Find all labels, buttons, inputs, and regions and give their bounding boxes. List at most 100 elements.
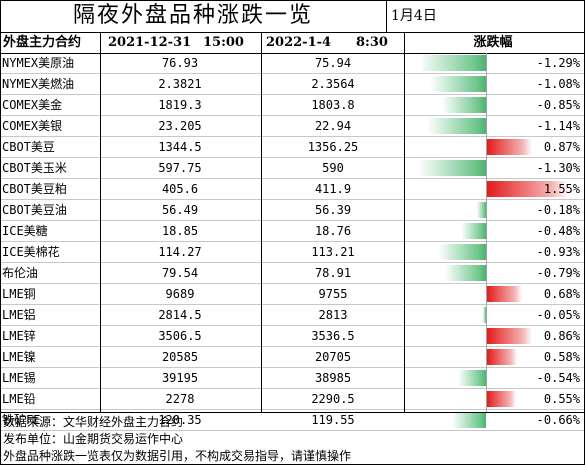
negative-change-bar xyxy=(418,160,486,176)
prev-price: 1344.5 xyxy=(158,140,202,154)
current-price: 1356.25 xyxy=(307,140,359,154)
change-percent: -0.05% xyxy=(536,308,580,322)
change-bar-cell xyxy=(404,158,582,178)
header-curr-date: 2022-1-4 xyxy=(266,35,332,50)
change-percent: 0.87% xyxy=(543,140,580,154)
current-price: 590 xyxy=(322,161,344,175)
current-price: 20705 xyxy=(314,350,352,364)
contract-name: LME锌 xyxy=(2,329,36,343)
prev-price: 597.75 xyxy=(158,161,202,175)
report-date: 1月4日 xyxy=(391,8,437,24)
prev-price: 18.85 xyxy=(161,224,199,238)
contract-name: LME锡 xyxy=(2,371,36,385)
negative-change-bar xyxy=(438,244,486,260)
negative-change-bar xyxy=(452,412,486,428)
header-change: 涨跌幅 xyxy=(473,35,513,50)
disclaimer-note: 外盘品种涨跌一览表仅为数据引用，不构成交易指导，请谨慎操作 xyxy=(3,449,352,463)
table-row: ICE美糖 18.85 18.76 -0.48% xyxy=(0,221,585,242)
positive-change-bar xyxy=(487,349,517,365)
current-price: 38985 xyxy=(314,371,352,385)
prev-price: 79.54 xyxy=(161,266,199,280)
current-price: 113.21 xyxy=(311,245,355,259)
current-price: 2290.5 xyxy=(311,392,355,406)
contract-name: CBOT美豆油 xyxy=(2,203,67,217)
change-percent: 0.68% xyxy=(543,287,580,301)
change-bar-cell xyxy=(404,284,582,304)
change-bar-cell xyxy=(404,389,582,409)
change-percent: -1.14% xyxy=(536,119,580,133)
change-bar-cell xyxy=(404,53,582,73)
table-row: 铁矿FE 120.35 119.55 -0.66% xyxy=(0,410,585,431)
header-prev-time: 15:00 xyxy=(203,35,244,50)
table-row: LME铅 2278 2290.5 0.55% xyxy=(0,389,585,410)
prev-price: 405.6 xyxy=(161,182,199,196)
change-percent: -0.66% xyxy=(536,413,580,427)
change-percent: 1.55% xyxy=(543,182,580,196)
positive-change-bar xyxy=(487,181,568,197)
prev-price: 3506.5 xyxy=(158,329,202,343)
negative-change-bar xyxy=(442,97,486,113)
current-price: 22.94 xyxy=(314,119,352,133)
change-percent: -1.30% xyxy=(536,161,580,175)
current-price: 411.9 xyxy=(314,182,352,196)
column-divider xyxy=(100,32,101,412)
contract-name: CBOT美豆粕 xyxy=(2,182,67,196)
prev-price: 2814.5 xyxy=(158,308,202,322)
table-row: CBOT美豆粕 405.6 411.9 1.55% xyxy=(0,179,585,200)
contract-name: LME镍 xyxy=(2,350,36,364)
positive-change-bar xyxy=(487,328,532,344)
current-price: 3536.5 xyxy=(311,329,355,343)
table-row: LME铜 9689 9755 0.68% xyxy=(0,284,585,305)
change-percent: 0.58% xyxy=(543,350,580,364)
prev-price: 2.3821 xyxy=(158,77,202,91)
prev-price: 114.27 xyxy=(158,245,202,259)
change-bar-cell xyxy=(404,263,582,283)
change-percent: -0.85% xyxy=(536,98,580,112)
table-title: 隔夜外盘品种涨跌一览 xyxy=(0,0,387,32)
prev-price: 23.205 xyxy=(158,119,202,133)
contract-name: LME铅 xyxy=(2,392,36,406)
contract-name: 铁矿FE xyxy=(2,413,41,427)
change-bar-cell xyxy=(404,95,582,115)
contract-name: ICE美糖 xyxy=(2,224,48,238)
current-price: 9755 xyxy=(318,287,348,301)
column-header-row: 外盘主力合约 2021-12-31 15:00 2022-1-4 8:30 涨跌… xyxy=(0,32,585,54)
table-row: ICE美棉花 114.27 113.21 -0.93% xyxy=(0,242,585,263)
current-price: 2.3564 xyxy=(311,77,355,91)
positive-change-bar xyxy=(487,286,522,302)
contract-name: 布伦油 xyxy=(2,266,39,280)
title-row: 隔夜外盘品种涨跌一览 1月4日 xyxy=(0,0,585,32)
column-divider xyxy=(404,32,405,412)
negative-change-bar xyxy=(427,118,486,134)
contract-name: COMEX美金 xyxy=(2,98,63,112)
column-divider xyxy=(261,32,262,412)
table-row: LME锌 3506.5 3536.5 0.86% xyxy=(0,326,585,347)
contract-name: NYMEX美燃油 xyxy=(2,77,75,91)
table-row: COMEX美金 1819.3 1803.8 -0.85% xyxy=(0,95,585,116)
prev-price: 76.93 xyxy=(161,56,199,70)
positive-change-bar xyxy=(487,139,532,155)
change-bar-cell xyxy=(404,305,582,325)
prev-price: 9689 xyxy=(165,287,195,301)
change-bar-cell xyxy=(404,221,582,241)
table-row: 布伦油 79.54 78.91 -0.79% xyxy=(0,263,585,284)
footer-notes: 数据来源：文华财经外盘主力合约 发布单位：山金期货交易运作中心 外盘品种涨跌一览… xyxy=(0,412,585,465)
prev-price: 39195 xyxy=(161,371,199,385)
negative-change-bar xyxy=(458,370,486,386)
prev-price: 1819.3 xyxy=(158,98,202,112)
change-bar-cell xyxy=(404,137,582,157)
negative-change-bar xyxy=(461,223,486,239)
contract-name: CBOT美玉米 xyxy=(2,161,67,175)
negative-change-bar xyxy=(477,202,486,218)
table-row: COMEX美银 23.205 22.94 -1.14% xyxy=(0,116,585,137)
change-percent: -0.79% xyxy=(536,266,580,280)
table-row: LME铝 2814.5 2813 -0.05% xyxy=(0,305,585,326)
current-price: 2813 xyxy=(318,308,348,322)
change-percent: -0.54% xyxy=(536,371,580,385)
contract-name: ICE美棉花 xyxy=(2,245,60,259)
current-price: 119.55 xyxy=(311,413,355,427)
current-price: 56.39 xyxy=(314,203,352,217)
change-bar-cell xyxy=(404,200,582,220)
data-source-note: 数据来源：文华财经外盘主力合约 xyxy=(3,415,184,429)
table-row: NYMEX美原油 76.93 75.94 -1.29% xyxy=(0,53,585,74)
